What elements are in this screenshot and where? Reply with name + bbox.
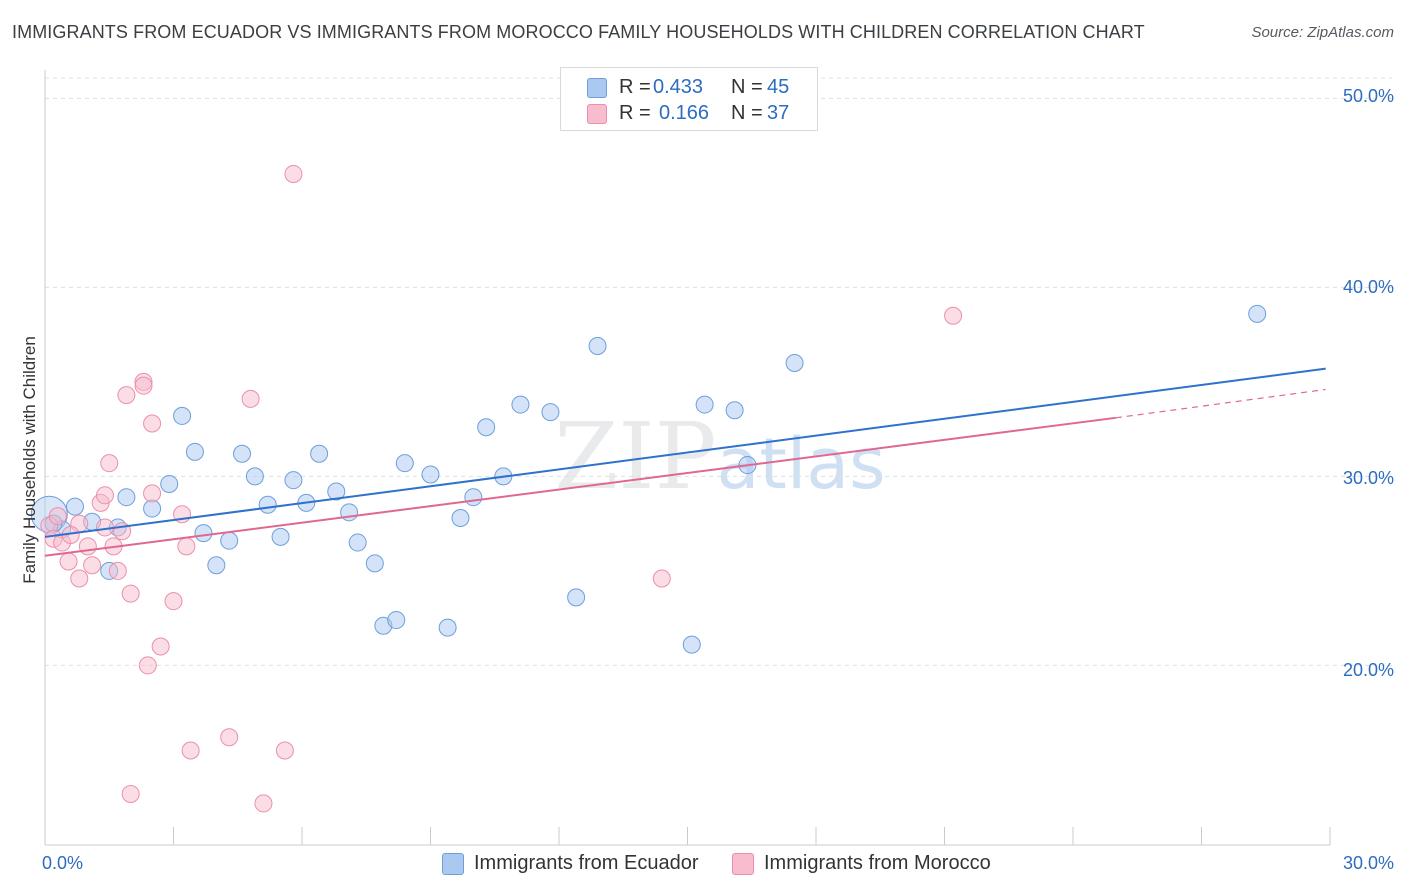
ecuador-point xyxy=(160,474,179,493)
ecuador-point xyxy=(451,508,470,527)
ecuador-point xyxy=(207,556,226,575)
morocco-point xyxy=(83,556,102,575)
ecuador-point xyxy=(567,588,586,607)
n-value: 37 xyxy=(767,102,790,124)
ecuador-swatch xyxy=(587,78,607,98)
ecuador-point xyxy=(65,497,84,516)
morocco-point xyxy=(95,486,114,505)
ecuador-point xyxy=(695,395,714,414)
y-tick-label: 50.0% xyxy=(1342,86,1394,106)
ecuador-point xyxy=(245,467,264,486)
y-tick-label: 40.0% xyxy=(1342,277,1394,297)
ecuador-point xyxy=(284,471,303,490)
morocco-point xyxy=(151,637,170,656)
ecuador-point xyxy=(725,401,744,420)
morocco-trend-line xyxy=(44,416,1116,557)
ecuador-point xyxy=(541,403,560,422)
watermark-zip: ZIP xyxy=(554,403,716,510)
ecuador-point xyxy=(421,465,440,484)
ecuador-point xyxy=(1248,304,1267,323)
morocco-point xyxy=(100,454,119,473)
ecuador-point xyxy=(220,531,239,550)
series-legend: Immigrants from Ecuador Immigrants from … xyxy=(0,850,1406,878)
correlation-legend: R = 0.433 N = 45 R = 0.166 N = 37 xyxy=(560,67,818,131)
morocco-point xyxy=(254,794,273,813)
ecuador-point xyxy=(387,611,406,630)
r-value: 0.166 xyxy=(659,102,710,124)
morocco-swatch xyxy=(732,853,754,875)
y-axis-label: Family Households with Children xyxy=(20,336,39,584)
ecuador-point xyxy=(271,527,290,546)
morocco-point xyxy=(652,569,671,588)
morocco-point xyxy=(181,741,200,760)
ecuador-point xyxy=(395,454,414,473)
morocco-point xyxy=(121,584,140,603)
ecuador-trend-line xyxy=(44,367,1326,538)
ecuador-point xyxy=(588,336,607,355)
legend-label: Immigrants from Morocco xyxy=(764,852,991,874)
morocco-point xyxy=(70,569,89,588)
ecuador-point xyxy=(185,442,204,461)
ecuador-point xyxy=(785,353,804,372)
n-label: N = xyxy=(731,102,763,124)
ecuador-point xyxy=(258,495,277,514)
r-label: R = xyxy=(619,102,651,124)
morocco-point xyxy=(275,741,294,760)
ecuador-point xyxy=(348,533,367,552)
ecuador-point xyxy=(143,499,162,518)
morocco-point xyxy=(134,376,153,395)
ecuador-point xyxy=(310,444,329,463)
ecuador-point xyxy=(682,635,701,654)
morocco-point xyxy=(78,537,97,556)
morocco-point xyxy=(220,728,239,747)
ecuador-point xyxy=(233,444,252,463)
x-tick-label: 30.0% xyxy=(1342,853,1394,873)
n-value: 45 xyxy=(767,76,790,98)
source-credit: Source: ZipAtlas.com xyxy=(1251,24,1394,41)
ecuador-point xyxy=(365,554,384,573)
morocco-point xyxy=(59,552,78,571)
morocco-point xyxy=(241,389,260,408)
ecuador-point xyxy=(194,524,213,543)
morocco-point xyxy=(48,507,67,526)
morocco-point xyxy=(121,784,140,803)
morocco-point xyxy=(177,537,196,556)
morocco-point xyxy=(143,484,162,503)
ecuador-point xyxy=(511,395,530,414)
chart-title: IMMIGRANTS FROM ECUADOR VS IMMIGRANTS FR… xyxy=(12,22,1145,42)
morocco-trend-extension xyxy=(1115,388,1326,419)
r-value: 0.433 xyxy=(653,76,704,98)
y-tick-label: 20.0% xyxy=(1342,660,1394,680)
r-label: R = xyxy=(619,76,651,98)
ecuador-point xyxy=(117,488,136,507)
ecuador-point xyxy=(173,406,192,425)
morocco-point xyxy=(117,386,136,405)
ecuador-point xyxy=(327,482,346,501)
ecuador-point xyxy=(464,488,483,507)
ecuador-swatch xyxy=(442,853,464,875)
ecuador-point xyxy=(477,418,496,437)
morocco-point xyxy=(164,592,183,611)
x-tick-label: 0.0% xyxy=(42,853,84,873)
watermark: ZIPatlas xyxy=(554,403,885,510)
morocco-point xyxy=(944,306,963,325)
morocco-swatch xyxy=(587,104,607,124)
morocco-point xyxy=(108,561,127,580)
n-label: N = xyxy=(731,76,763,98)
morocco-point xyxy=(143,414,162,433)
ecuador-point xyxy=(438,618,457,637)
legend-label: Immigrants from Ecuador xyxy=(474,852,699,874)
morocco-point xyxy=(138,656,157,675)
morocco-point xyxy=(284,164,303,183)
y-tick-label: 30.0% xyxy=(1342,468,1394,488)
